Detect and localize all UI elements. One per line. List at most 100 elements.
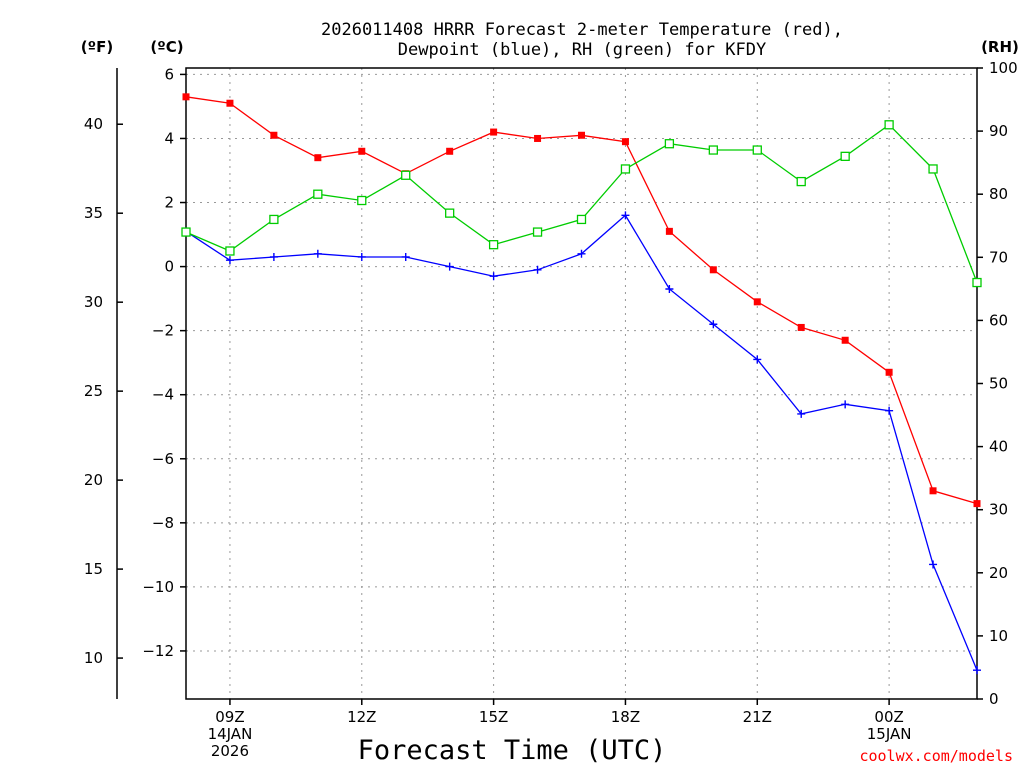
credit-text: coolwx.com/models — [859, 747, 1013, 765]
time-tick-label: 12Z — [347, 708, 376, 726]
time-tick-label: 2026 — [211, 742, 249, 760]
rh-point — [620, 164, 631, 174]
temperature-point — [797, 323, 805, 331]
rh-point — [752, 145, 762, 155]
dewpoint-point — [841, 400, 850, 409]
rh-tick-label: 60 — [989, 311, 1008, 329]
fahrenheit-tick-label: 10 — [84, 649, 103, 667]
temperature-point — [841, 336, 849, 344]
dewpoint-point — [709, 320, 718, 329]
x-axis-title: Forecast Time (UTC) — [358, 735, 667, 766]
rh-point — [488, 240, 499, 250]
dewpoint-point — [665, 285, 674, 294]
dewpoint-point — [489, 272, 498, 281]
fahrenheit-axis: 10 15 20 25 30 35 40 — [84, 115, 123, 667]
rh-point — [445, 208, 455, 218]
time-tick-label: 15Z — [479, 708, 508, 726]
celsius-tick-label: −4 — [152, 386, 174, 404]
rh-point — [532, 227, 543, 237]
dewpoint-line — [185, 214, 978, 671]
rh-tick-label: 100 — [989, 59, 1018, 77]
rh-point — [357, 195, 367, 206]
dewpoint-point — [929, 560, 938, 569]
celsius-tick-label: −12 — [142, 642, 174, 660]
time-tick-label: 00Z — [874, 708, 903, 726]
rh-point — [928, 164, 938, 174]
time-tick-label: 14JAN — [208, 725, 253, 743]
dewpoint-point — [533, 265, 542, 274]
temperature-point — [358, 147, 366, 155]
rh-tick-label: 90 — [989, 122, 1008, 140]
time-tick-label: 09Z — [215, 708, 244, 726]
temperature-point — [446, 147, 454, 155]
celsius-axis: −12 −10 −8 −6 −4 −2 0 2 4 6 — [142, 65, 186, 660]
rh-point — [972, 277, 982, 288]
celsius-tick-label: −2 — [152, 322, 174, 340]
rh-point — [313, 189, 323, 199]
dewpoint-point — [401, 252, 410, 261]
rh-tick-label: 0 — [989, 690, 999, 708]
dewpoint-point — [357, 252, 366, 261]
dewpoint-point — [577, 249, 586, 258]
rh-point — [708, 145, 718, 155]
rh-unit-label: (RH) — [981, 38, 1019, 56]
dewpoint-point — [885, 406, 894, 415]
celsius-tick-label: −8 — [152, 514, 174, 532]
temperature-point — [753, 298, 761, 306]
rh-tick-label: 80 — [989, 185, 1008, 203]
rh-point — [576, 214, 587, 225]
celsius-tick-label: 0 — [164, 258, 174, 276]
celsius-tick-label: 2 — [164, 194, 174, 212]
rh-axis: 0 10 20 30 40 50 60 70 80 90 100 — [977, 59, 1018, 708]
rh-point — [401, 170, 411, 180]
time-tick-label: 18Z — [611, 708, 640, 726]
fahrenheit-unit-label: (ºF) — [81, 38, 113, 56]
chart-title-line-2: Dewpoint (blue), RH (green) for KFDY — [398, 40, 766, 60]
temperature-point — [534, 134, 542, 142]
fahrenheit-tick-label: 20 — [84, 471, 103, 489]
celsius-tick-label: 6 — [164, 65, 174, 83]
fahrenheit-tick-label: 15 — [84, 560, 103, 578]
dewpoint-point — [973, 666, 981, 675]
dewpoint-point — [313, 249, 322, 258]
temperature-point — [226, 99, 234, 107]
fahrenheit-tick-label: 40 — [84, 115, 103, 133]
temperature-point — [314, 154, 322, 162]
fahrenheit-tick-label: 30 — [84, 293, 103, 311]
temperature-point — [709, 266, 717, 274]
temperature-point — [665, 227, 673, 235]
rh-tick-label: 70 — [989, 248, 1008, 266]
dewpoint-point — [225, 256, 234, 265]
rh-tick-label: 20 — [989, 564, 1008, 582]
chart-title-line-1: 2026011408 HRRR Forecast 2-meter Tempera… — [321, 20, 843, 40]
dewpoint-point — [269, 252, 278, 261]
rh-tick-label: 50 — [989, 375, 1008, 393]
rh-point — [225, 246, 235, 256]
rh-point — [181, 227, 191, 237]
rh-tick-label: 30 — [989, 501, 1008, 519]
series-layer — [181, 93, 982, 675]
temperature-point — [578, 131, 585, 139]
gridlines — [186, 68, 977, 699]
rh-point — [664, 139, 675, 149]
temperature-point — [490, 128, 498, 136]
temperature-point — [270, 131, 278, 139]
temperature-point — [973, 500, 981, 508]
dewpoint-point — [753, 355, 762, 364]
rh-tick-label: 40 — [989, 438, 1008, 456]
rh-point — [269, 214, 279, 225]
dewpoint-point — [797, 409, 806, 418]
rh-point — [840, 151, 850, 161]
dewpoint-point — [621, 211, 630, 220]
temperature-point — [929, 487, 937, 495]
dewpoint-point — [445, 262, 454, 271]
fahrenheit-tick-label: 35 — [84, 204, 103, 222]
plot-frame — [185, 67, 978, 700]
celsius-tick-label: 4 — [164, 129, 174, 147]
temperature-point — [885, 368, 893, 376]
rh-point — [796, 176, 806, 187]
temperature-point — [621, 138, 629, 146]
rh-point — [884, 120, 894, 130]
